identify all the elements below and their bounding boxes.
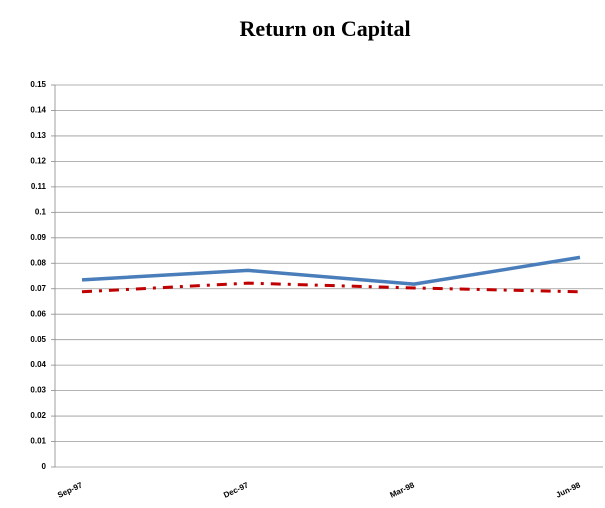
x-tick-label: Jun-98	[555, 480, 583, 499]
y-tick-label: 0.13	[30, 131, 46, 140]
y-tick-label: 0.12	[30, 157, 46, 166]
y-tick-label: 0	[42, 462, 47, 471]
y-tick-label: 0.05	[30, 335, 46, 344]
x-tick-label: Sep-97	[56, 480, 84, 499]
y-tick-label: 0.08	[30, 258, 46, 267]
line-series	[81, 255, 581, 286]
y-tick-label: 0.01	[30, 437, 46, 446]
y-tick-label: 0.07	[30, 284, 46, 293]
y-tick-label: 0.03	[30, 386, 46, 395]
y-tick-label: 0.04	[30, 360, 46, 369]
y-tick-label: 0.14	[30, 106, 46, 115]
y-tick-label: 0.06	[30, 309, 46, 318]
y-tick-label: 0.1	[35, 207, 47, 216]
y-tick-label: 0.02	[30, 411, 46, 420]
line-series	[81, 281, 581, 294]
x-tick-label: Mar-98	[389, 480, 417, 499]
y-tick-label: 0.15	[30, 80, 46, 89]
y-tick-label: 0.11	[31, 182, 47, 191]
chart-title: Return on Capital	[239, 16, 410, 41]
x-tick-label: Dec-97	[222, 480, 250, 499]
y-tick-label: 0.09	[30, 233, 46, 242]
